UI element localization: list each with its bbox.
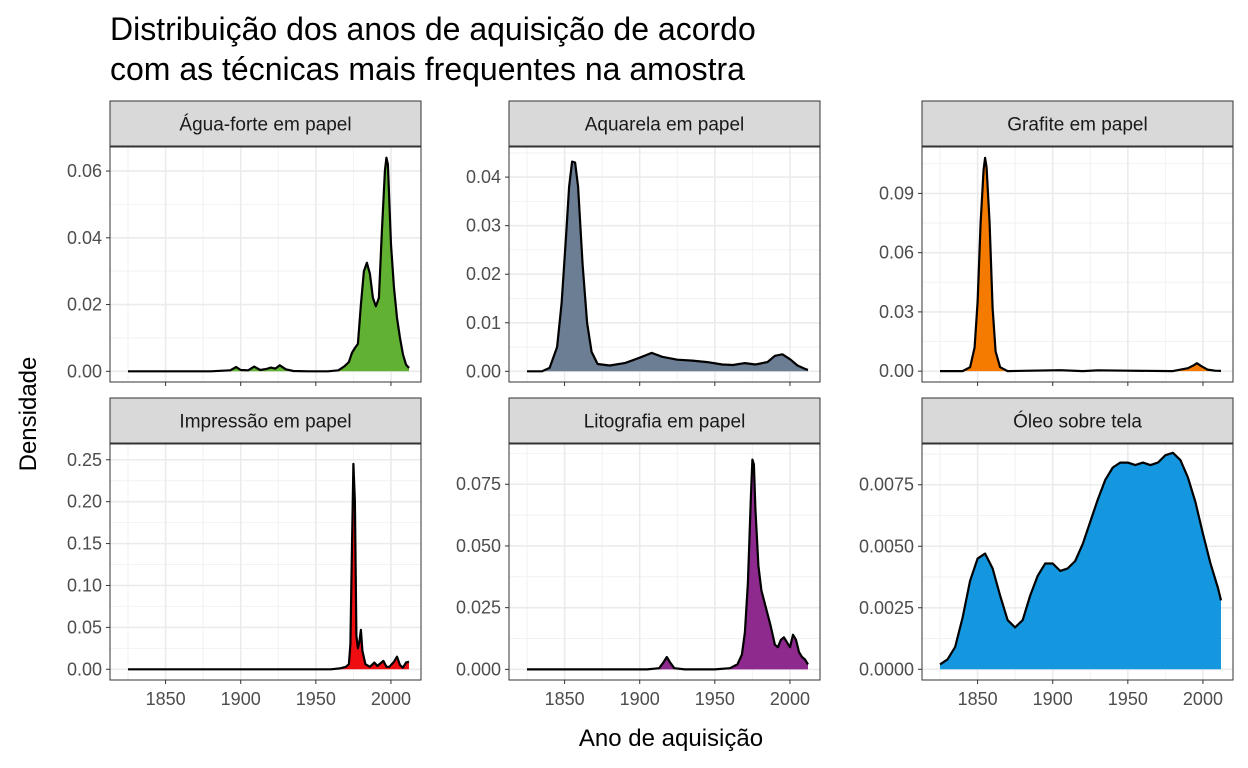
y-tick-label: 0.04 — [67, 228, 102, 248]
facet-impressao-em-papel: Impressão em papel 0.00 0.05 0.10 0.15 0.20 0.… — [67, 397, 422, 709]
y-tick-label: 0.04 — [466, 167, 501, 187]
x-tick-label: 1850 — [146, 689, 186, 709]
facet-grafite-em-papel: Grafite em papel 0.00 0.03 0.06 0.09 — [879, 100, 1234, 386]
density-line — [939, 451, 1223, 666]
x-tick-label: 1900 — [1033, 689, 1073, 709]
y-tick-label: 0.25 — [67, 450, 102, 470]
density-line — [940, 156, 1222, 373]
facet-litografia-em-papel: Litografia em papel 0.000 0.025 0.050 0.075 1… — [456, 397, 821, 709]
strip-label: Aquarela em papel — [585, 115, 745, 136]
facet-oleo-sobre-tela: Óleo sobre tela 0.0000 0.0025 0.0050 0.0075 1… — [859, 397, 1234, 709]
y-tick-label: 0.03 — [879, 302, 914, 322]
y-tick-label: 0.025 — [456, 598, 501, 618]
y-tick-label: 0.02 — [67, 295, 102, 315]
facet-agua-forte-em-papel: Água-forte em papel 0.00 0.02 0.04 0.06 — [67, 100, 422, 386]
y-tick-label: 0.0050 — [859, 536, 914, 556]
x-tick-label: 2000 — [1183, 689, 1223, 709]
plot-background — [110, 444, 421, 680]
facet-aquarela-em-papel: Aquarela em papel 0.00 0.01 0.02 0.03 0.04 — [466, 100, 821, 386]
x-tick-label: 2000 — [371, 689, 411, 709]
density-line — [128, 462, 410, 671]
panel-border — [508, 146, 821, 383]
chart-title-line-1: Distribuição dos anos de aquisição de ac… — [110, 11, 756, 47]
panel-border — [109, 146, 422, 383]
strip-litografia-em-papel — [508, 397, 821, 444]
x-tick-label: 1900 — [221, 689, 261, 709]
x-tick-label: 1850 — [958, 689, 998, 709]
y-tick-label: 0.050 — [456, 536, 501, 556]
y-tick-label: 0.09 — [879, 183, 914, 203]
x-tick-label: 1950 — [695, 689, 735, 709]
x-tick-label: 1950 — [1108, 689, 1148, 709]
y-tick-label: 0.00 — [466, 361, 501, 381]
strip-label: Litografia em papel — [584, 412, 746, 433]
density-line — [527, 458, 809, 671]
y-tick-label: 0.10 — [67, 575, 102, 595]
y-tick-label: 0.05 — [67, 617, 102, 637]
y-tick-label: 0.06 — [879, 243, 914, 263]
strip-label: Grafite em papel — [1007, 115, 1147, 136]
y-tick-label: 0.00 — [67, 659, 102, 679]
plot-background — [922, 147, 1233, 382]
chart-title-line-2: com as técnicas mais frequentes na amost… — [110, 51, 745, 87]
facet-panels: Água-forte em papel 0.00 0.02 0.04 0.06 Aquar… — [67, 100, 1234, 709]
y-tick-label: 0.06 — [67, 161, 102, 181]
y-tick-label: 0.15 — [67, 534, 102, 554]
strip-label: Água-forte em papel — [179, 115, 351, 136]
y-tick-label: 0.0025 — [859, 598, 914, 618]
strip-oleo-sobre-tela — [921, 397, 1234, 444]
density-line — [128, 156, 410, 373]
x-tick-label: 1850 — [545, 689, 585, 709]
x-axis-title: Ano de aquisição — [579, 725, 763, 752]
y-tick-label: 0.01 — [466, 313, 501, 333]
x-tick-label: 2000 — [770, 689, 810, 709]
y-tick-label: 0.075 — [456, 474, 501, 494]
y-tick-label: 0.000 — [456, 659, 501, 679]
strip-impressao-em-papel — [109, 397, 422, 444]
strip-label: Óleo sobre tela — [1013, 411, 1142, 433]
density-area — [128, 157, 409, 372]
panel-border — [508, 443, 821, 681]
y-tick-label: 0.0075 — [859, 475, 914, 495]
x-tick-label: 1950 — [296, 689, 336, 709]
strip-agua-forte-em-papel — [109, 100, 422, 147]
y-tick-label: 0.00 — [67, 361, 102, 381]
y-tick-label: 0.00 — [879, 361, 914, 381]
panel-border — [921, 443, 1234, 681]
density-line — [527, 160, 809, 373]
panel-border — [921, 146, 1234, 383]
y-axis-title: Densidade — [15, 357, 42, 472]
strip-label: Impressão em papel — [179, 412, 351, 433]
y-tick-label: 0.03 — [466, 216, 501, 236]
density-area — [339, 463, 409, 670]
density-area — [940, 452, 1221, 670]
panel-border — [109, 443, 422, 681]
density-area — [527, 459, 808, 670]
strip-aquarela-em-papel — [508, 100, 821, 147]
y-tick-label: 0.02 — [466, 264, 501, 284]
y-tick-label: 0.0000 — [859, 659, 914, 679]
y-tick-label: 0.20 — [67, 492, 102, 512]
strip-grafite-em-papel — [921, 100, 1234, 147]
x-tick-label: 1900 — [620, 689, 660, 709]
